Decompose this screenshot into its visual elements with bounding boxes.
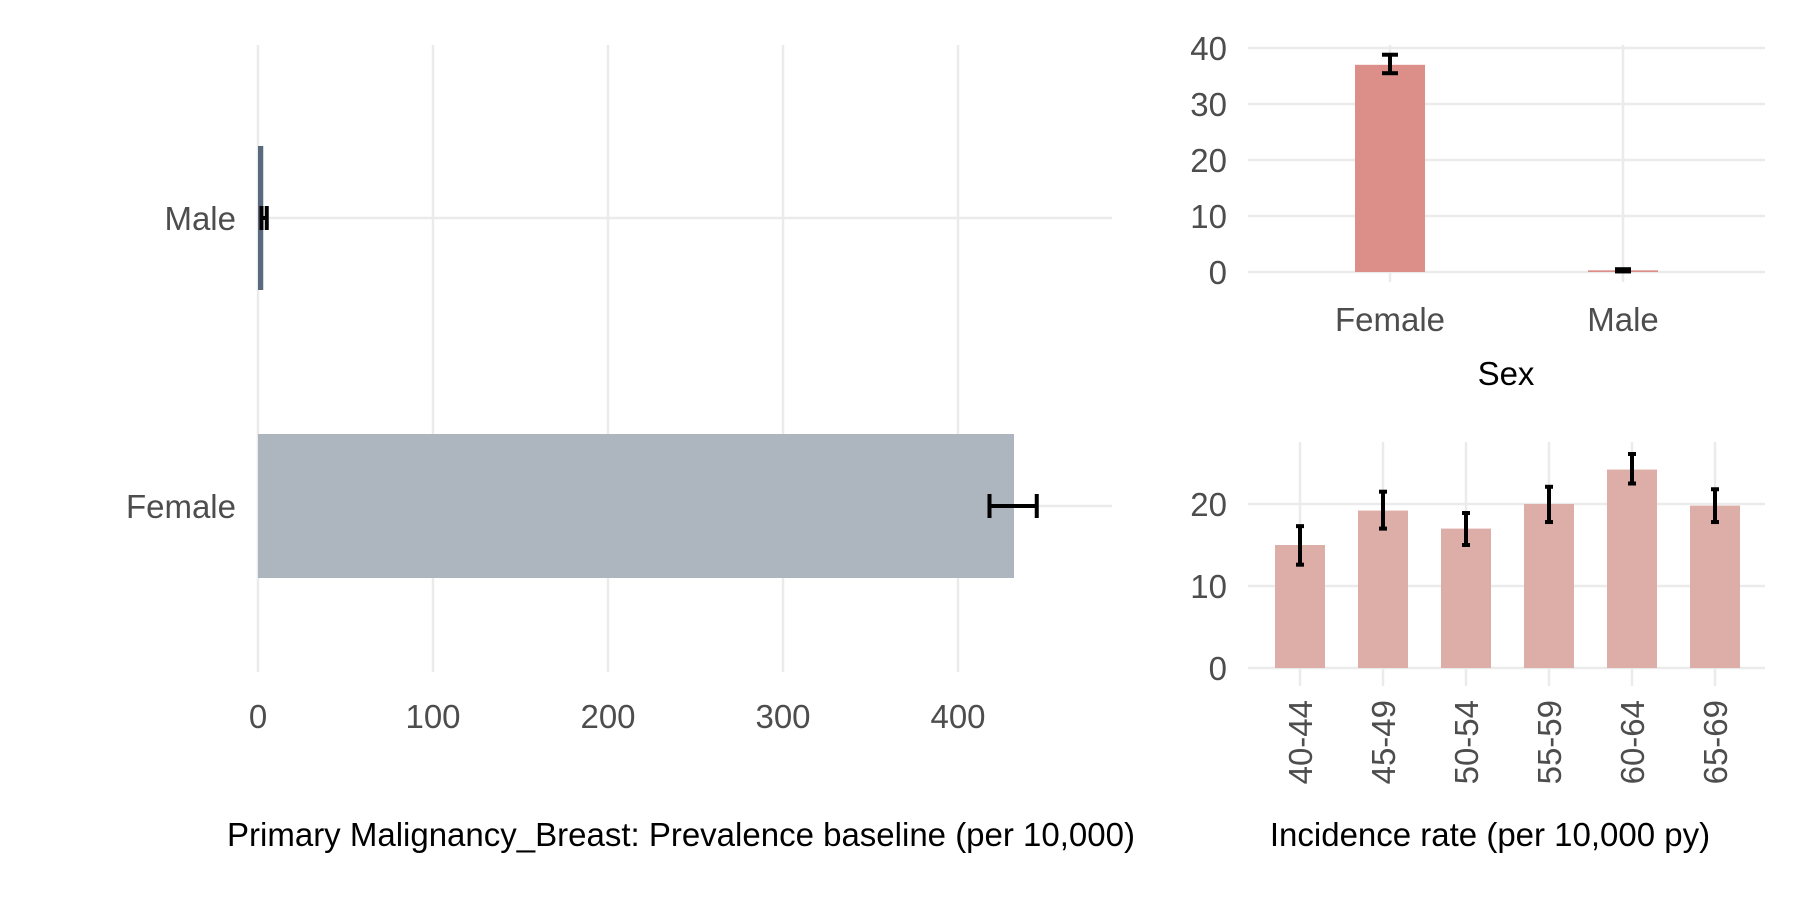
y-tick-label: 40	[1190, 30, 1227, 67]
bar-45-49	[1358, 510, 1408, 668]
y-tick-label: 30	[1190, 86, 1227, 123]
bar-50-54	[1441, 528, 1491, 668]
y-tick-label: 0	[1209, 254, 1227, 291]
y-tick-label: 20	[1190, 142, 1227, 179]
x-tick-label-female: Female	[1335, 301, 1445, 338]
prevalence-panel: Male Female 0 100 200 300 400	[126, 45, 1112, 735]
error-bar-50-54	[1462, 511, 1470, 547]
error-bar-65-69	[1711, 487, 1719, 525]
x-tick-label: 0	[249, 698, 267, 735]
y-tick-label: 10	[1190, 568, 1227, 605]
error-bar-female	[1382, 52, 1398, 76]
x-tick-label-65-69: 65-69	[1697, 700, 1734, 784]
error-bar-male	[1615, 267, 1631, 274]
y-tick-label-male: Male	[164, 200, 236, 237]
error-bar-40-44	[1296, 524, 1304, 567]
error-bar-55-59	[1545, 484, 1553, 525]
x-tick-label-60-64: 60-64	[1614, 700, 1651, 784]
incidence-by-age-panel: 0 10 20 40-44 45-49 50-54 55-59 60-64 65-69	[1190, 442, 1765, 784]
x-tick-label-40-44: 40-44	[1282, 700, 1319, 784]
x-tick-label-55-59: 55-59	[1531, 700, 1568, 784]
bar-55-59	[1524, 504, 1574, 668]
y-tick-label: 10	[1190, 198, 1227, 235]
bar-female	[258, 434, 1014, 578]
bar-65-69	[1690, 505, 1740, 668]
bar-female	[1355, 64, 1425, 272]
sex-x-axis-title: Sex	[1478, 355, 1535, 392]
y-tick-label: 0	[1209, 650, 1227, 687]
error-bar-45-49	[1379, 489, 1387, 531]
x-tick-label: 100	[405, 698, 460, 735]
y-tick-label-female: Female	[126, 488, 236, 525]
incidence-by-sex-panel: 0 10 20 30 40 Female Male	[1190, 30, 1765, 338]
x-tick-label: 200	[580, 698, 635, 735]
x-tick-label-male: Male	[1587, 301, 1659, 338]
x-tick-label-45-49: 45-49	[1365, 700, 1402, 784]
y-tick-label: 20	[1190, 486, 1227, 523]
prevalence-x-axis-title: Primary Malignancy_Breast: Prevalence ba…	[227, 816, 1135, 853]
error-bar-male	[259, 206, 269, 230]
x-tick-label: 400	[930, 698, 985, 735]
bar-60-64	[1607, 469, 1657, 668]
error-bar-60-64	[1628, 451, 1636, 486]
error-bar-female	[987, 494, 1039, 518]
x-tick-label: 300	[755, 698, 810, 735]
x-tick-label-50-54: 50-54	[1448, 700, 1485, 784]
age-x-axis-title: Incidence rate (per 10,000 py)	[1270, 816, 1710, 853]
